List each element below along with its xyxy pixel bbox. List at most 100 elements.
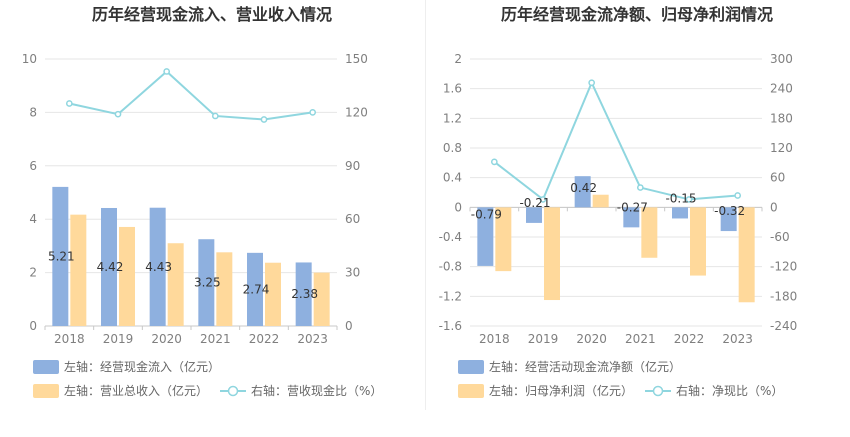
bar-primary	[720, 207, 737, 232]
bar-secondary	[495, 207, 512, 272]
x-tick-label: 2021	[200, 332, 231, 346]
line-point	[636, 184, 644, 191]
y-left-tick-label: 6	[29, 159, 37, 173]
bar-primary	[149, 207, 166, 326]
y-left-tick-label: 0.4	[443, 171, 462, 185]
bar-primary	[295, 262, 312, 326]
data-label: 4.42	[97, 260, 124, 274]
y-right-tick-label: 300	[770, 52, 793, 66]
y-right-tick-label: 240	[770, 82, 793, 96]
data-label: -0.21	[519, 196, 550, 210]
data-label: -0.15	[665, 191, 696, 205]
data-label: 4.43	[145, 260, 172, 274]
data-label: -0.79	[471, 207, 502, 221]
bar-primary	[623, 207, 640, 228]
line-point	[309, 109, 317, 116]
x-tick-label: 2019	[103, 332, 134, 346]
legend-swatch-primary	[33, 360, 59, 374]
data-label: 3.25	[194, 276, 221, 290]
bar-secondary	[738, 207, 755, 303]
bar-secondary	[641, 207, 658, 258]
y-right-tick-label: -180	[770, 289, 797, 303]
y-left-tick-label: 1.6	[443, 82, 462, 96]
bar-primary	[672, 207, 688, 219]
line-point	[260, 116, 268, 123]
chart-panel-cashflow-revenue: 历年经营现金流入、营业收入情况 0 2 4 6 8 10 0 30 60 90 120 150 2018 2…	[22, 5, 382, 398]
line-series	[69, 70, 313, 121]
y-right-tick-label: 0	[345, 319, 353, 333]
data-label: 0.42	[570, 181, 597, 195]
bar-primary	[247, 252, 263, 326]
x-tick-label: 2019	[528, 332, 559, 346]
x-tick-label: 2020	[576, 332, 607, 346]
y-right-tick-label: -240	[770, 319, 797, 333]
y-left-tick-label: -0.4	[439, 230, 462, 244]
y-right-tick-label: 60	[770, 171, 785, 185]
legend-swatch-secondary	[33, 384, 59, 398]
line-point	[163, 68, 171, 75]
x-tick-label: 2023	[297, 332, 328, 346]
data-label: -0.32	[714, 204, 745, 218]
y-left-tick-label: 0.8	[443, 141, 462, 155]
bar-primary	[526, 207, 542, 223]
y-right-tick-label: 90	[345, 159, 360, 173]
legend-label-line: 右轴：净现比（%）	[676, 383, 783, 398]
line-point	[114, 110, 122, 118]
bar-secondary	[313, 272, 330, 326]
data-label: -0.27	[617, 200, 648, 214]
y-right-tick-label: 120	[770, 141, 793, 155]
legend-swatch-line-point	[227, 385, 239, 397]
bar-secondary	[216, 252, 233, 326]
line-point	[211, 112, 219, 120]
line-point	[65, 100, 73, 107]
y-left-tick-label: -1.2	[439, 289, 462, 303]
y-left-tick-label: 10	[22, 52, 37, 66]
y-right-tick-label: 120	[345, 105, 368, 119]
x-tick-label: 2022	[249, 332, 280, 346]
bar-secondary	[167, 243, 184, 326]
y-left-tick-label: 0	[454, 200, 462, 214]
y-right-tick-label: 150	[345, 52, 368, 66]
panel-divider	[425, 0, 426, 410]
data-label: 5.21	[48, 249, 75, 263]
bar-primary	[477, 207, 494, 266]
y-left-tick-label: 2	[29, 266, 37, 280]
bar-secondary	[119, 226, 135, 326]
line-point	[490, 158, 498, 166]
data-label: 2.74	[243, 282, 270, 296]
line-point	[588, 79, 596, 87]
bar-primary	[52, 186, 69, 326]
bar-secondary	[265, 262, 281, 326]
legend-swatch-secondary	[458, 384, 484, 398]
bar-secondary	[544, 207, 560, 301]
chart-netcash-profit: 历年经营现金流净额、归母净利润情况 2 1.6 1.2 0.8 0.4 0 -0.4 -0.8 -…	[439, 5, 797, 398]
x-tick-label: 2022	[674, 332, 705, 346]
legend-label-line: 右轴：营收现金比（%）	[251, 383, 382, 398]
legend-label-primary: 左轴：经营活动现金流净额（亿元）	[489, 359, 681, 374]
bar-secondary	[592, 194, 609, 208]
y-left-tick-label: -0.8	[439, 260, 462, 274]
chart-cashflow-revenue: 历年经营现金流入、营业收入情况 0 2 4 6 8 10 0 30 60 90 120 150 2018 2…	[22, 5, 382, 398]
y-right-tick-label: 0	[770, 200, 778, 214]
y-right-tick-label: 180	[770, 111, 793, 125]
legend-label-secondary: 左轴：归母净利润（亿元）	[489, 383, 633, 398]
line-point	[734, 192, 742, 199]
chart-title: 历年经营现金流入、营业收入情况	[92, 5, 332, 24]
y-right-tick-label: -60	[770, 230, 790, 244]
legend-swatch-line-point	[652, 385, 664, 397]
chart-title: 历年经营现金流净额、归母净利润情况	[501, 5, 773, 24]
bar-primary	[101, 207, 117, 326]
line-series	[493, 80, 738, 202]
legend-label-primary: 左轴：经营现金流入（亿元）	[64, 359, 220, 374]
legend-label-secondary: 左轴：营业总收入（亿元）	[64, 383, 208, 398]
y-left-tick-label: 8	[29, 105, 37, 119]
x-tick-label: 2023	[722, 332, 753, 346]
bar-secondary	[690, 207, 706, 276]
x-tick-label: 2021	[625, 332, 656, 346]
x-tick-label: 2020	[151, 332, 182, 346]
y-left-tick-label: -1.6	[439, 319, 462, 333]
y-left-tick-label: 2	[454, 52, 462, 66]
y-left-tick-label: 4	[29, 212, 37, 226]
bar-secondary	[70, 214, 87, 326]
bar-primary	[574, 176, 591, 208]
